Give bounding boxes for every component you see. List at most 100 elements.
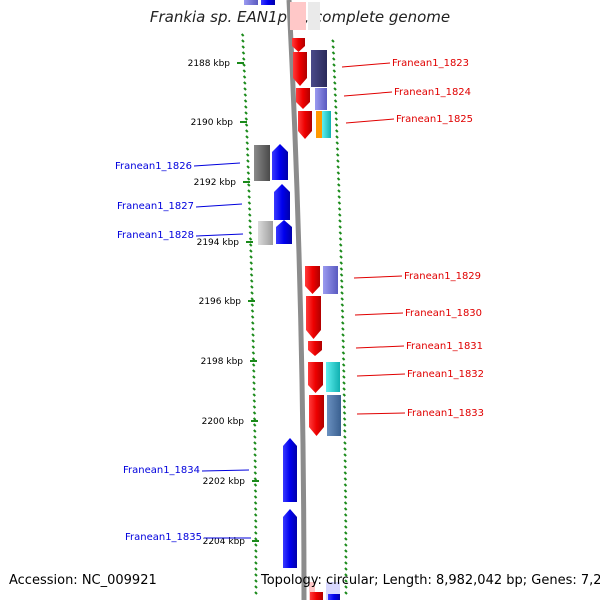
track-dot bbox=[341, 327, 345, 331]
track-dot bbox=[253, 477, 258, 481]
track-dot bbox=[249, 255, 253, 259]
scale-ticks: 2188 kbp 2190 kbp 2192 kbp 2194 kbp 2196… bbox=[188, 59, 246, 547]
track-dot bbox=[254, 555, 258, 559]
gene-label-franean1-1831[interactable]: Franean1_1831 bbox=[406, 341, 483, 352]
accession-text: Accession: NC_009921 bbox=[9, 573, 157, 588]
track-dot bbox=[253, 459, 257, 463]
track-dot bbox=[254, 549, 258, 553]
forward-labels bbox=[341, 62, 406, 415]
track-dot bbox=[341, 321, 345, 325]
track-dot bbox=[332, 63, 336, 67]
track-dot bbox=[253, 501, 258, 505]
gene-arrow bbox=[298, 111, 312, 139]
track-dot bbox=[344, 549, 348, 553]
gene-label-franean1-1833[interactable]: Franean1_1833 bbox=[407, 408, 484, 419]
track-dot bbox=[338, 225, 342, 229]
track-dot bbox=[250, 291, 254, 295]
track-dot bbox=[336, 153, 340, 157]
track-dot bbox=[336, 165, 340, 169]
track-dot bbox=[339, 249, 343, 253]
gene-label-franean1-1835[interactable]: Franean1_1835 bbox=[125, 532, 202, 543]
track-dot bbox=[340, 279, 344, 283]
track-dot bbox=[344, 555, 348, 559]
gene-label-franean1-1827[interactable]: Franean1_1827 bbox=[117, 201, 194, 212]
track-dot bbox=[337, 201, 342, 205]
track-dot bbox=[333, 87, 337, 91]
tick-label: 2202 kbp bbox=[203, 477, 246, 487]
track-dot bbox=[252, 369, 256, 373]
track-dot bbox=[254, 585, 258, 589]
gene-arrow bbox=[296, 88, 310, 109]
track-dot bbox=[251, 339, 255, 343]
track-dot bbox=[334, 105, 338, 109]
track-dot bbox=[342, 417, 347, 421]
track-dot bbox=[243, 99, 248, 103]
track-dot bbox=[341, 333, 345, 337]
gene-label-franean1-1830[interactable]: Franean1_1830 bbox=[405, 308, 482, 319]
forward-track bbox=[331, 39, 348, 595]
gene-arrow bbox=[308, 362, 323, 393]
gene-arrow bbox=[305, 266, 320, 294]
tick-label: 2198 kbp bbox=[201, 357, 244, 367]
track-dot bbox=[243, 87, 247, 91]
forward-genes bbox=[292, 38, 341, 436]
gene-label-franean1-1829[interactable]: Franean1_1829 bbox=[404, 271, 481, 282]
gene-label-franean1-1834[interactable]: Franean1_1834 bbox=[123, 465, 200, 476]
track-dot bbox=[340, 309, 345, 313]
tick-label: 2196 kbp bbox=[199, 297, 242, 307]
track-dot bbox=[248, 219, 252, 223]
gene-label-franean1-1828[interactable]: Franean1_1828 bbox=[117, 230, 194, 241]
reverse-track bbox=[240, 33, 258, 595]
track-dot bbox=[244, 111, 248, 115]
tick-label: 2204 kbp bbox=[203, 537, 246, 547]
track-dot bbox=[254, 525, 258, 529]
gene-arrow bbox=[283, 509, 297, 568]
track-dot bbox=[253, 495, 258, 499]
track-dot bbox=[254, 531, 258, 535]
track-dot bbox=[342, 393, 346, 397]
track-dot bbox=[244, 105, 248, 109]
track-dot bbox=[254, 519, 258, 523]
track-dot bbox=[246, 159, 250, 163]
gene-arrow bbox=[293, 52, 307, 86]
reverse-genes bbox=[254, 144, 297, 568]
gene-label-franean1-1823[interactable]: Franean1_1823 bbox=[392, 58, 469, 69]
track-dot bbox=[241, 45, 245, 49]
track-dot bbox=[344, 579, 348, 583]
track-dot bbox=[249, 243, 253, 247]
track-dot bbox=[254, 543, 258, 547]
track-dot bbox=[252, 381, 256, 385]
track-dot bbox=[249, 273, 254, 277]
track-dot bbox=[344, 573, 348, 577]
gene-arrow bbox=[272, 144, 288, 180]
track-dot bbox=[252, 375, 256, 379]
gene-block bbox=[258, 221, 273, 245]
track-dot bbox=[250, 309, 255, 313]
track-dot bbox=[333, 81, 337, 85]
track-dot bbox=[243, 81, 247, 85]
track-dot bbox=[342, 381, 346, 385]
track-dot bbox=[344, 519, 348, 523]
gene-label-franean1-1832[interactable]: Franean1_1832 bbox=[407, 369, 484, 380]
track-dot bbox=[341, 339, 345, 343]
track-dot bbox=[251, 351, 256, 355]
gene-label-franean1-1826[interactable]: Franean1_1826 bbox=[115, 161, 192, 172]
gene-label-franean1-1825[interactable]: Franean1_1825 bbox=[396, 114, 473, 125]
tick-label: 2190 kbp bbox=[191, 118, 234, 128]
track-dot bbox=[341, 363, 346, 367]
track-dot bbox=[334, 123, 339, 127]
gene-label-franean1-1824[interactable]: Franean1_1824 bbox=[394, 87, 471, 98]
track-dot bbox=[344, 567, 348, 571]
track-dot bbox=[342, 387, 346, 391]
track-dot bbox=[254, 579, 258, 583]
gene-arrow bbox=[276, 220, 292, 244]
track-dot bbox=[247, 189, 251, 193]
gene-block bbox=[323, 266, 338, 294]
gene-arrow bbox=[308, 341, 322, 356]
gene-block bbox=[316, 111, 322, 138]
track-dot bbox=[254, 561, 258, 565]
track-dot bbox=[244, 123, 249, 127]
track-dot bbox=[343, 501, 348, 505]
gene-arrow bbox=[283, 438, 297, 502]
